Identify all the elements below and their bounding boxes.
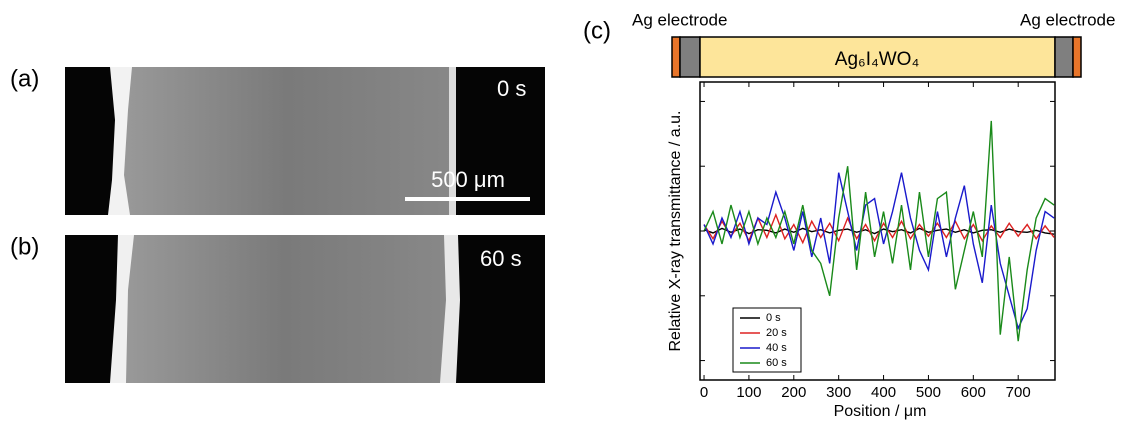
micrograph-b [65,235,545,383]
time-label: 60 s [480,246,522,271]
electrode-label: Ag electrode [632,10,727,29]
panel-label: (b) [10,233,39,260]
panel-label: (a) [10,65,39,92]
x-tick-label: 0 [700,384,708,401]
legend [732,307,802,373]
x-tick-label: 600 [961,384,986,401]
x-tick-label: 400 [871,384,896,401]
panel-label: (c) [583,17,611,44]
legend-label: 0 s [766,312,781,324]
electrode-label: Ag electrode [1020,10,1115,29]
micrograph-a [65,67,545,215]
y-axis-label: Relative X-ray transmittance / a.u. [667,111,684,352]
scale-label: 500 μm [431,167,505,192]
plot-area [703,120,1055,342]
legend-label: 20 s [766,327,787,339]
cell-schematic [671,36,1082,78]
compound-label: Ag₆I₄WO₄ [835,49,920,70]
series-line [703,120,1055,342]
x-tick-label: 500 [916,384,941,401]
series-line [703,172,1055,331]
x-tick-label: 700 [1006,384,1031,401]
time-label: 0 s [497,76,526,101]
x-tick-label: 200 [781,384,806,401]
legend-label: 60 s [766,357,787,369]
x-tick-label: 300 [826,384,851,401]
x-tick-label: 100 [736,384,761,401]
legend-label: 40 s [766,342,787,354]
x-axis-label: Position / μm [834,403,927,420]
